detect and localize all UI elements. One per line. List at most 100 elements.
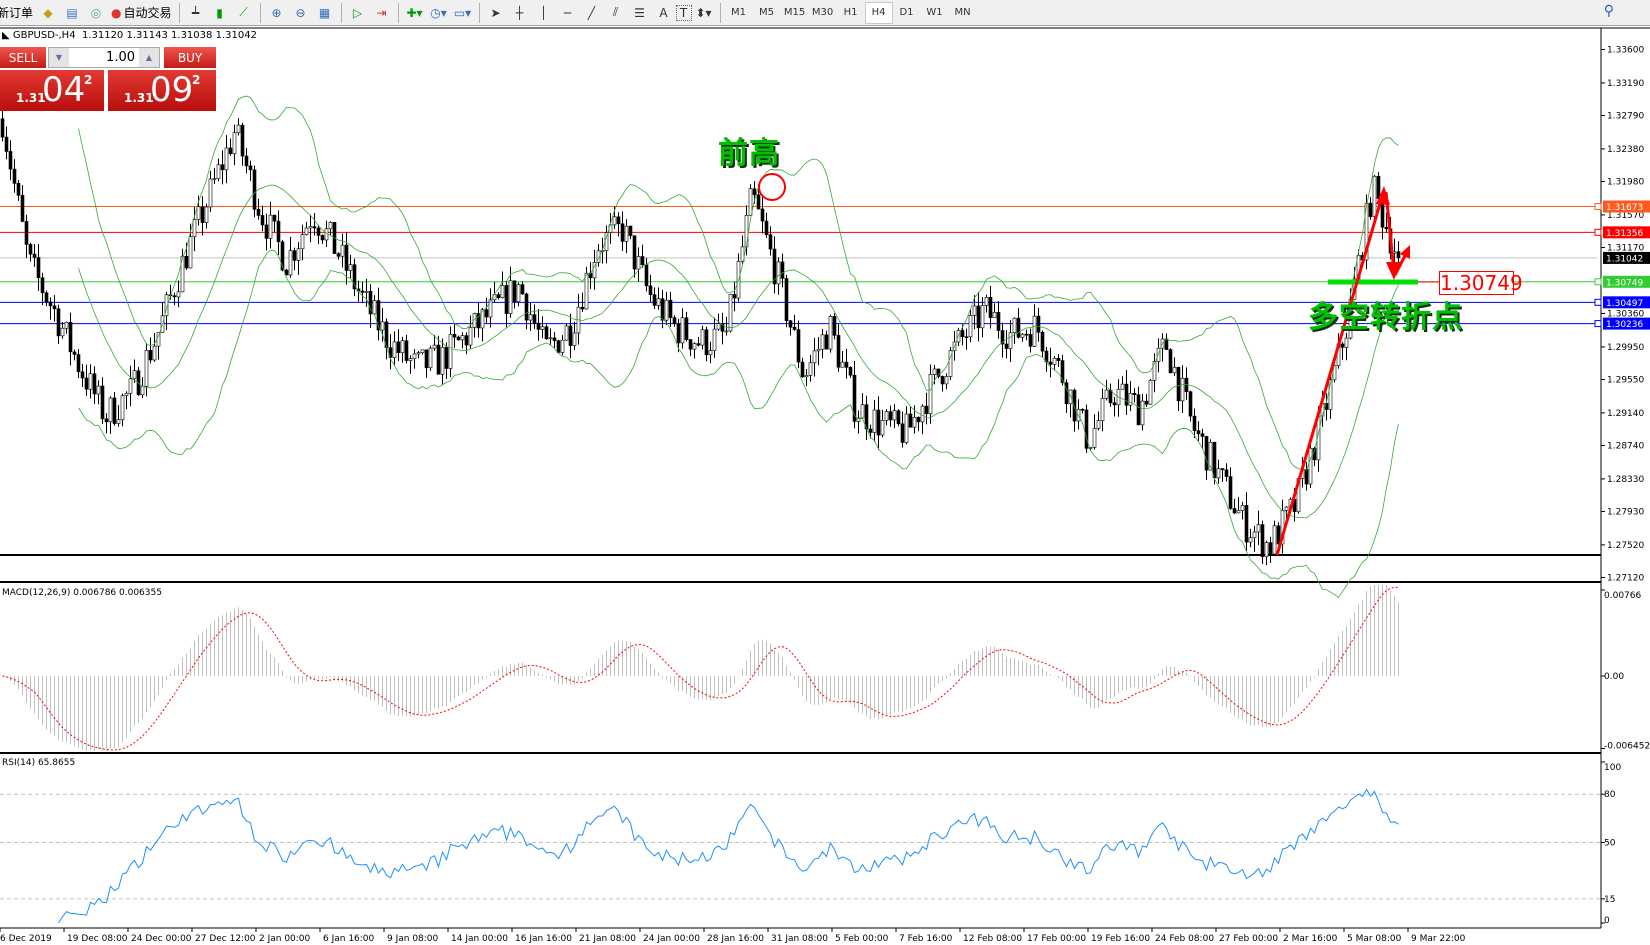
templates-icon[interactable]: ▭▾ — [453, 5, 472, 20]
sell-button[interactable]: SELL — [0, 47, 46, 68]
zoom-in-icon[interactable]: ⊕ — [271, 5, 282, 20]
candle-body — [764, 220, 769, 235]
level-anchor — [1594, 203, 1602, 211]
candle-body — [56, 308, 61, 337]
arrows-icon[interactable]: ⬍▾ — [695, 5, 712, 20]
zoom-out-icon[interactable]: ⊖ — [295, 5, 306, 20]
timeframe-mn[interactable]: MN — [954, 7, 971, 18]
candle-body — [1016, 317, 1021, 338]
candle-body — [844, 361, 849, 368]
lot-stepper[interactable]: ▼ 1.00 ▲ — [48, 47, 160, 68]
candle-body — [872, 409, 877, 433]
candle-body — [16, 183, 21, 196]
candle-body — [540, 326, 545, 330]
trendline-icon[interactable]: ╱ — [587, 5, 596, 20]
search-icon[interactable]: ⚲ — [1603, 3, 1614, 19]
candle-body — [812, 350, 817, 364]
candle-body — [596, 250, 601, 263]
candle-body — [552, 337, 557, 342]
timeframe-m30[interactable]: M30 — [811, 7, 834, 18]
chart-shift-icon[interactable]: ⇥ — [376, 5, 387, 20]
candle-body — [164, 294, 169, 317]
candle-body — [1276, 525, 1281, 545]
candle-body — [188, 236, 193, 269]
candle-body — [1272, 525, 1277, 555]
level-label-box: 1.30749 — [1439, 271, 1523, 295]
crosshair-icon[interactable]: ┼ — [515, 5, 524, 20]
candle-body — [128, 378, 133, 394]
timeframe-h4[interactable]: H4 — [864, 1, 893, 24]
ask-price-button[interactable]: 1.31 09 2 — [108, 70, 216, 111]
new-order-button[interactable]: 新订单 — [0, 6, 34, 20]
timeframe-w1[interactable]: W1 — [926, 7, 943, 18]
timeframe-m15[interactable]: M15 — [783, 7, 806, 18]
candle-body — [1136, 394, 1141, 426]
collapse-icon[interactable]: ◣ — [2, 30, 10, 41]
signals-icon[interactable]: ◎ — [90, 5, 102, 20]
candle-body — [1208, 441, 1213, 471]
candle-body — [320, 235, 325, 241]
candle-body — [1376, 175, 1381, 199]
chart-canvas[interactable]: 1.336001.331901.327901.323801.319801.315… — [0, 26, 1650, 945]
timeframe-m5[interactable]: M5 — [759, 7, 775, 18]
bid-price-button[interactable]: 1.31 04 2 — [0, 70, 104, 111]
periods-icon[interactable]: ◷▾ — [430, 5, 447, 20]
candle-body — [1244, 505, 1249, 543]
candle-body — [804, 375, 809, 378]
buy-button[interactable]: BUY — [164, 47, 216, 68]
text-label-icon[interactable]: T — [675, 4, 692, 21]
indicators-icon[interactable]: ✚▾ — [406, 5, 423, 20]
lot-decrease-button[interactable]: ▼ — [49, 48, 69, 67]
pullback-arrow-line — [1384, 191, 1396, 273]
tile-windows-icon[interactable]: ▦ — [318, 5, 331, 20]
candle-body — [336, 253, 341, 257]
chart-info: ◣ GBPUSD-,H4 1.31120 1.31143 1.31038 1.3… — [2, 30, 257, 41]
autoscroll-icon[interactable]: ▷ — [352, 5, 363, 20]
bar-chart-icon[interactable]: ┷ — [191, 5, 200, 20]
lot-input[interactable]: 1.00 — [106, 50, 135, 65]
candle-body — [44, 292, 49, 303]
separator — [719, 2, 721, 23]
market-watch-icon[interactable]: ◆ — [43, 5, 53, 20]
candle-body — [1112, 402, 1117, 406]
price-tick-label: 1.32790 — [1607, 111, 1644, 121]
time-tick-label: 27 Feb 00:00 — [1219, 934, 1278, 944]
candle-body — [652, 294, 657, 306]
candle-body — [1196, 430, 1201, 435]
equidistant-channel-icon[interactable]: ⫽ — [612, 5, 619, 19]
bollinger-lower — [78, 249, 1399, 599]
level-price-tag — [1603, 226, 1650, 239]
auto-trading-icon: ● — [111, 5, 122, 20]
candle-body — [832, 316, 837, 336]
candle-body — [84, 377, 89, 390]
candle-body — [852, 374, 857, 422]
auto-trading-button[interactable]: ● 自动交易 — [108, 2, 175, 24]
time-tick-label: 17 Feb 00:00 — [1027, 934, 1086, 944]
candle-body — [480, 309, 485, 329]
candle-body — [1072, 389, 1077, 422]
time-tick-label: 24 Jan 00:00 — [643, 934, 700, 944]
candle-body — [348, 264, 353, 271]
candlestick-icon[interactable]: ▮ — [216, 5, 223, 20]
cursor-icon[interactable]: ➤ — [490, 5, 501, 20]
candle-body — [572, 332, 577, 346]
candle-body — [48, 301, 53, 307]
timeframe-h1[interactable]: H1 — [843, 7, 858, 18]
candle-body — [800, 361, 805, 378]
vertical-line-icon[interactable]: │ — [539, 5, 548, 20]
candle-body — [416, 352, 421, 355]
line-chart-icon[interactable]: ⟋ — [239, 5, 248, 19]
candle-body — [1384, 226, 1389, 230]
auto-trading-label: 自动交易 — [123, 6, 172, 20]
lot-increase-button[interactable]: ▲ — [139, 48, 159, 67]
candle-body — [512, 280, 517, 302]
candle-body — [1176, 367, 1181, 402]
timeframe-m1[interactable]: M1 — [731, 7, 747, 18]
data-window-icon[interactable]: ▤ — [66, 5, 78, 20]
timeframe-d1[interactable]: D1 — [899, 7, 914, 18]
candle-body — [196, 206, 201, 220]
ask-fraction: 2 — [192, 73, 201, 87]
horizontal-line-icon[interactable]: ─ — [563, 5, 572, 20]
text-icon[interactable]: A — [659, 5, 668, 20]
fibonacci-icon[interactable]: ☰ — [634, 5, 645, 20]
